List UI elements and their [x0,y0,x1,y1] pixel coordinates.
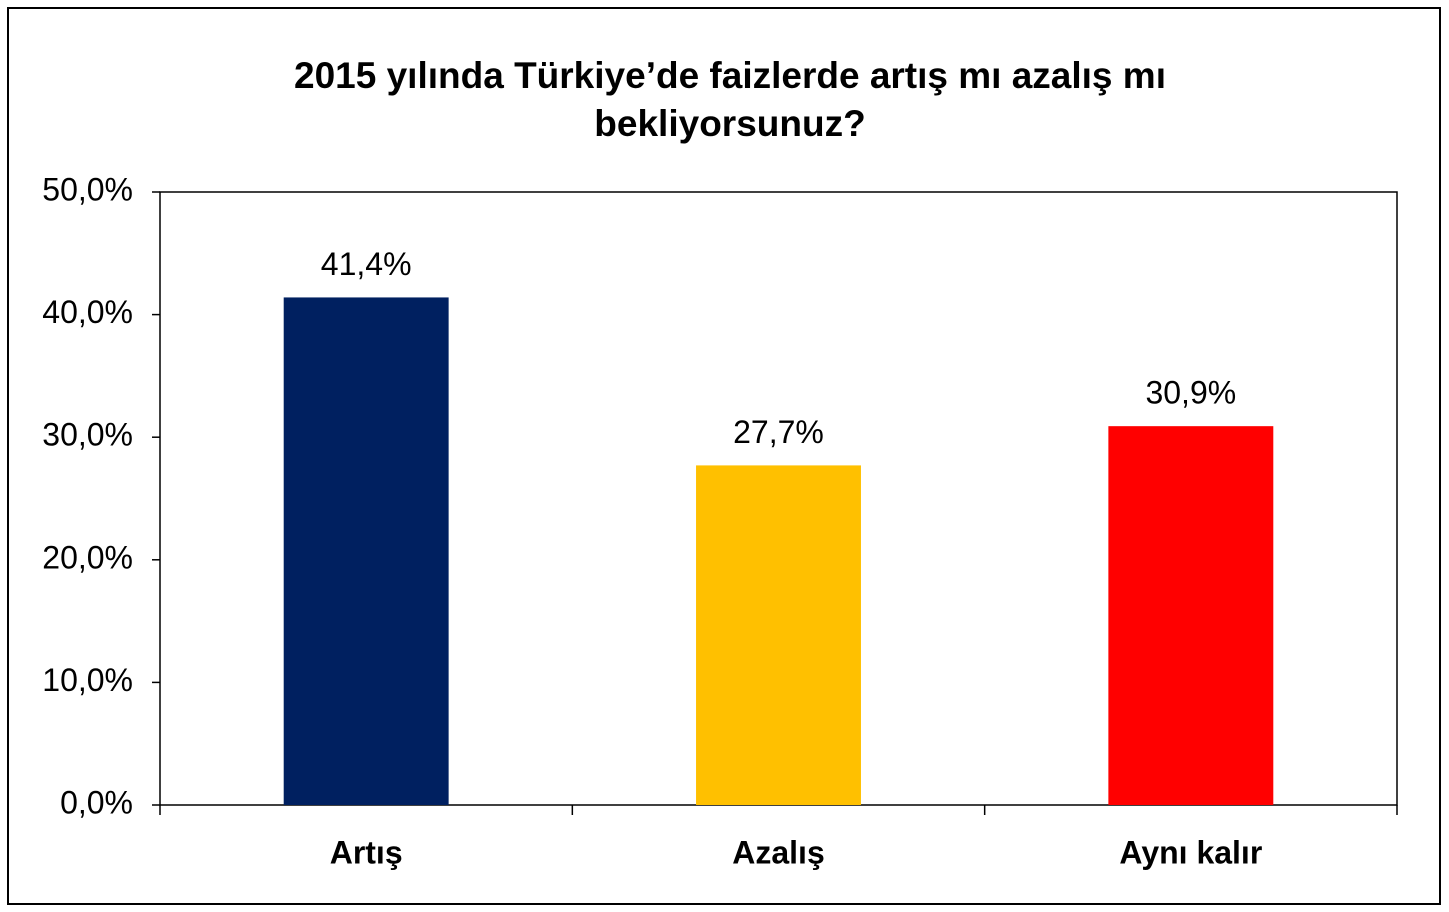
bar [283,297,449,805]
x-tick-label: Azalış [732,834,824,870]
y-tick-label: 50,0% [42,171,133,207]
bar [1108,426,1274,805]
y-tick-label: 20,0% [42,539,133,575]
chart-title: 2015 yılında Türkiye’de faizlerde artış … [294,55,1166,144]
y-tick-label: 40,0% [42,294,133,330]
data-label: 41,4% [321,246,412,282]
y-tick-label: 30,0% [42,417,133,453]
x-tick-label: Artış [330,834,403,870]
x-tick-label: Aynı kalır [1119,834,1262,870]
data-label: 30,9% [1145,375,1236,411]
bar [696,465,861,805]
y-tick-label: 10,0% [42,662,133,698]
y-tick-label: 0,0% [60,784,133,820]
data-label: 27,7% [733,414,824,450]
